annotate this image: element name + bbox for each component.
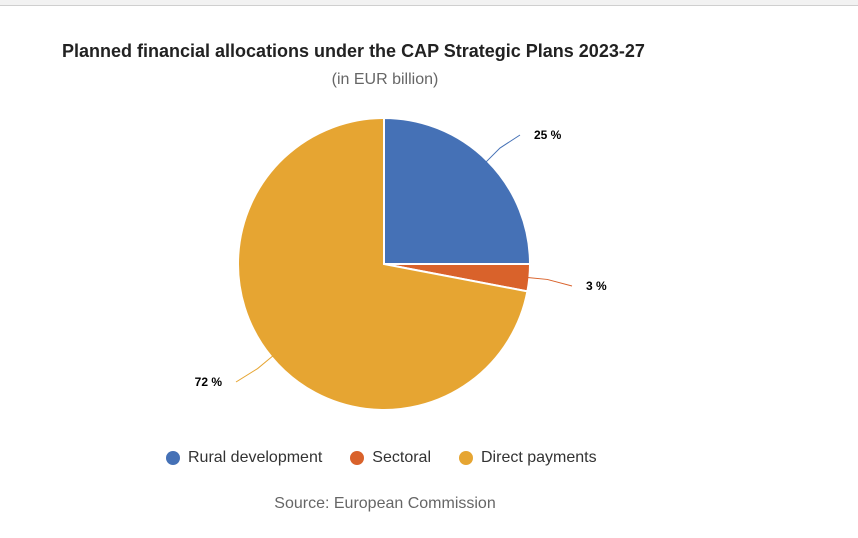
pie-slice-0[interactable]	[383, 116, 532, 265]
connector-line	[235, 355, 274, 383]
legend-item-direct[interactable]: Direct payments	[459, 449, 597, 467]
connector-line	[527, 277, 573, 287]
data-label: 3 %	[586, 279, 607, 293]
legend-marker	[459, 451, 473, 465]
legend: Rural development Sectoral Direct paymen…	[166, 449, 597, 467]
chart-subtitle: (in EUR billion)	[331, 71, 439, 88]
data-label: 25 %	[534, 128, 562, 142]
browser-top-bar	[0, 0, 858, 6]
legend-label: Sectoral	[372, 449, 431, 466]
legend-marker	[350, 451, 365, 465]
connector-line	[485, 134, 521, 163]
legend-marker	[166, 451, 180, 465]
data-label: 72 %	[195, 375, 223, 389]
legend-item-sectoral[interactable]: Sectoral	[350, 449, 431, 467]
chart-title: Planned financial allocations under the …	[62, 41, 645, 61]
legend-label: Direct payments	[481, 449, 597, 466]
legend-item-rural[interactable]: Rural development	[166, 449, 322, 467]
legend-label: Rural development	[188, 449, 323, 466]
chart-source: Source: European Commission	[274, 495, 496, 512]
